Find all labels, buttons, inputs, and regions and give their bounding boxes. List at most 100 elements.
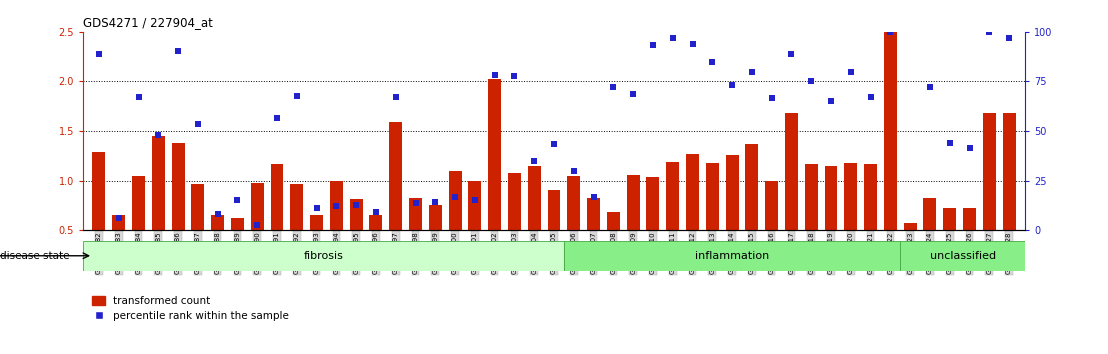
Bar — [587, 198, 601, 230]
Point — [288, 93, 306, 99]
Point — [387, 95, 404, 100]
Bar — [489, 79, 501, 230]
Bar — [310, 215, 324, 230]
Point — [585, 195, 603, 200]
Point — [743, 69, 761, 74]
Bar — [864, 164, 878, 230]
Point — [347, 202, 365, 208]
Bar — [706, 163, 719, 230]
Point — [228, 198, 246, 203]
Bar — [564, 241, 901, 271]
Point — [862, 95, 880, 100]
Legend: transformed count, percentile rank within the sample: transformed count, percentile rank withi… — [89, 292, 294, 325]
Point — [565, 168, 583, 173]
Bar — [804, 164, 818, 230]
Bar — [389, 122, 402, 230]
Bar — [686, 154, 699, 230]
Bar — [607, 212, 619, 230]
Bar — [746, 144, 758, 230]
Bar — [983, 113, 996, 230]
Bar — [250, 183, 264, 230]
Bar — [884, 32, 896, 230]
Bar — [1003, 113, 1016, 230]
Bar — [429, 205, 442, 230]
Bar — [330, 181, 342, 230]
Bar — [369, 215, 382, 230]
Point — [842, 70, 860, 75]
Bar — [726, 155, 739, 230]
Point — [684, 41, 701, 47]
Point — [268, 115, 286, 121]
Point — [1001, 35, 1018, 41]
Point — [485, 73, 503, 78]
Bar — [943, 208, 956, 230]
Point — [921, 85, 938, 90]
Bar — [409, 198, 422, 230]
Bar — [824, 166, 838, 230]
Point — [644, 42, 661, 47]
Point — [782, 51, 800, 57]
Bar — [766, 181, 778, 230]
Text: fibrosis: fibrosis — [304, 251, 343, 261]
Bar — [527, 166, 541, 230]
Bar — [666, 162, 679, 230]
Bar — [567, 176, 581, 230]
Text: unclassified: unclassified — [930, 251, 996, 261]
Point — [427, 200, 444, 205]
Bar — [904, 223, 916, 230]
Bar — [923, 198, 936, 230]
Point — [90, 51, 107, 57]
Point — [248, 222, 266, 228]
Bar — [152, 136, 165, 230]
Point — [466, 198, 484, 203]
Bar — [901, 241, 1025, 271]
Bar — [172, 143, 185, 230]
Point — [664, 35, 681, 41]
Bar — [83, 241, 564, 271]
Point — [407, 200, 424, 206]
Bar — [507, 173, 521, 230]
Point — [901, 264, 919, 270]
Bar — [270, 164, 284, 230]
Bar — [92, 152, 105, 230]
Point — [545, 141, 563, 147]
Bar — [132, 176, 145, 230]
Point — [525, 158, 543, 164]
Point — [882, 29, 900, 35]
Bar — [112, 215, 125, 230]
Bar — [230, 218, 244, 230]
Bar — [646, 177, 659, 230]
Point — [150, 132, 167, 138]
Point — [308, 205, 326, 211]
Point — [941, 140, 958, 146]
Point — [447, 195, 464, 200]
Point — [704, 59, 721, 64]
Bar — [784, 113, 798, 230]
Bar — [212, 215, 224, 230]
Point — [110, 215, 127, 221]
Point — [624, 91, 642, 97]
Point — [170, 48, 187, 53]
Point — [822, 98, 840, 104]
Bar — [547, 190, 561, 230]
Bar — [844, 163, 858, 230]
Point — [328, 204, 346, 209]
Text: inflammation: inflammation — [695, 251, 769, 261]
Point — [189, 121, 207, 127]
Point — [981, 29, 998, 35]
Bar — [469, 181, 481, 230]
Point — [130, 95, 147, 100]
Bar — [627, 175, 639, 230]
Bar — [350, 199, 362, 230]
Point — [802, 79, 820, 84]
Point — [762, 96, 780, 101]
Point — [208, 211, 226, 217]
Bar — [963, 208, 976, 230]
Text: disease state: disease state — [0, 251, 70, 261]
Point — [961, 145, 978, 151]
Point — [724, 82, 741, 88]
Text: GDS4271 / 227904_at: GDS4271 / 227904_at — [83, 16, 213, 29]
Bar — [449, 171, 462, 230]
Point — [605, 85, 623, 90]
Point — [367, 210, 384, 215]
